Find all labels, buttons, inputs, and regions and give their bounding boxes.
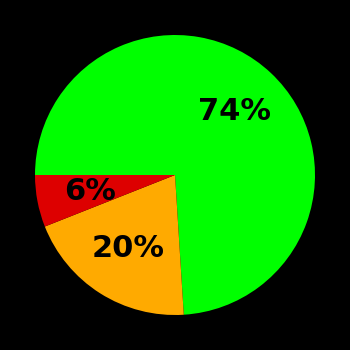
Text: 6%: 6%	[64, 177, 116, 206]
Text: 74%: 74%	[198, 97, 271, 126]
Wedge shape	[35, 35, 315, 315]
Wedge shape	[35, 175, 175, 226]
Text: 20%: 20%	[92, 234, 165, 263]
Wedge shape	[45, 175, 184, 315]
